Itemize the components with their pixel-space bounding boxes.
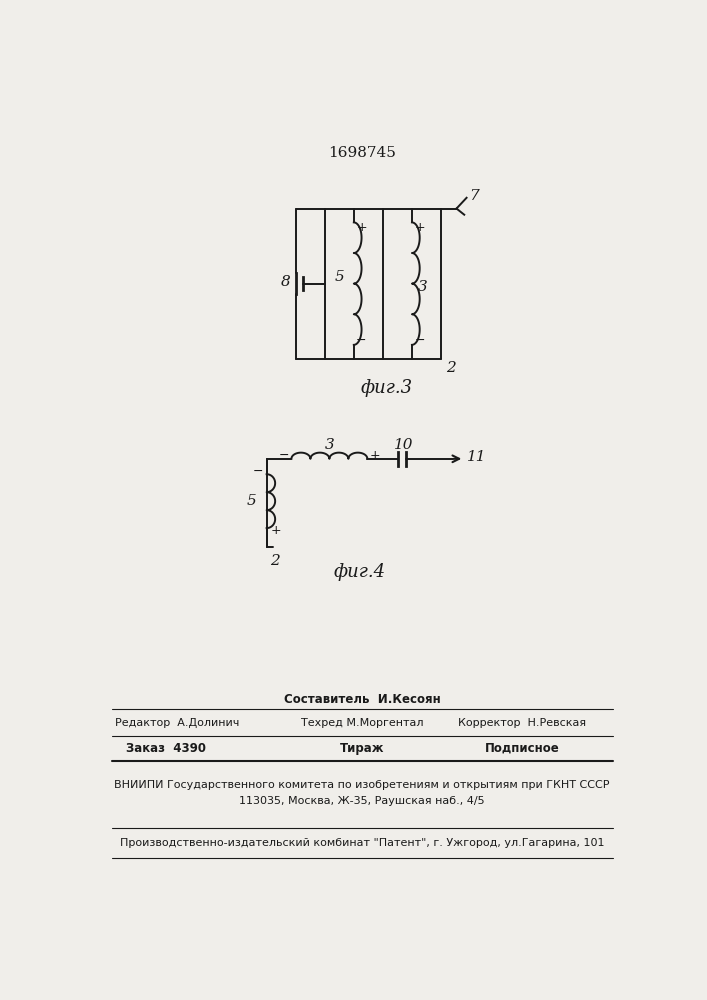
Text: ВНИИПИ Государственного комитета по изобретениям и открытиям при ГКНТ СССР: ВНИИПИ Государственного комитета по изоб… — [115, 780, 609, 790]
Text: 3: 3 — [418, 280, 428, 294]
Text: Тираж: Тираж — [339, 742, 384, 755]
Text: 5: 5 — [246, 494, 256, 508]
Text: +: + — [370, 449, 380, 462]
Text: +: + — [271, 524, 281, 537]
Text: 11: 11 — [467, 450, 486, 464]
Text: 7: 7 — [469, 189, 479, 203]
Text: −: − — [252, 465, 263, 478]
Text: Корректор  Н.Ревская: Корректор Н.Ревская — [458, 718, 586, 728]
Text: −: − — [414, 334, 425, 347]
Text: 1698745: 1698745 — [328, 146, 396, 160]
Text: 2: 2 — [270, 554, 279, 568]
Text: 5: 5 — [335, 270, 345, 284]
Text: +: + — [414, 221, 425, 234]
Text: Редактор  А.Долинич: Редактор А.Долинич — [115, 718, 240, 728]
Text: −: − — [279, 449, 289, 462]
Text: +: + — [356, 221, 367, 234]
Text: фиг.3: фиг.3 — [361, 379, 413, 397]
Text: фиг.4: фиг.4 — [334, 563, 386, 581]
Text: 113035, Москва, Ж-35, Раушская наб., 4/5: 113035, Москва, Ж-35, Раушская наб., 4/5 — [239, 796, 485, 806]
Text: 3: 3 — [325, 438, 334, 452]
Text: Заказ  4390: Заказ 4390 — [126, 742, 206, 755]
Text: −: − — [356, 334, 367, 347]
Text: 10: 10 — [394, 438, 414, 452]
Text: Подписное: Подписное — [485, 742, 560, 755]
Text: 2: 2 — [445, 361, 455, 375]
Text: Техред М.Моргентал: Техред М.Моргентал — [300, 718, 423, 728]
Text: Производственно-издательский комбинат "Патент", г. Ужгород, ул.Гагарина, 101: Производственно-издательский комбинат "П… — [119, 838, 604, 848]
Text: Составитель  И.Кесоян: Составитель И.Кесоян — [284, 693, 440, 706]
Text: 8: 8 — [281, 275, 291, 289]
